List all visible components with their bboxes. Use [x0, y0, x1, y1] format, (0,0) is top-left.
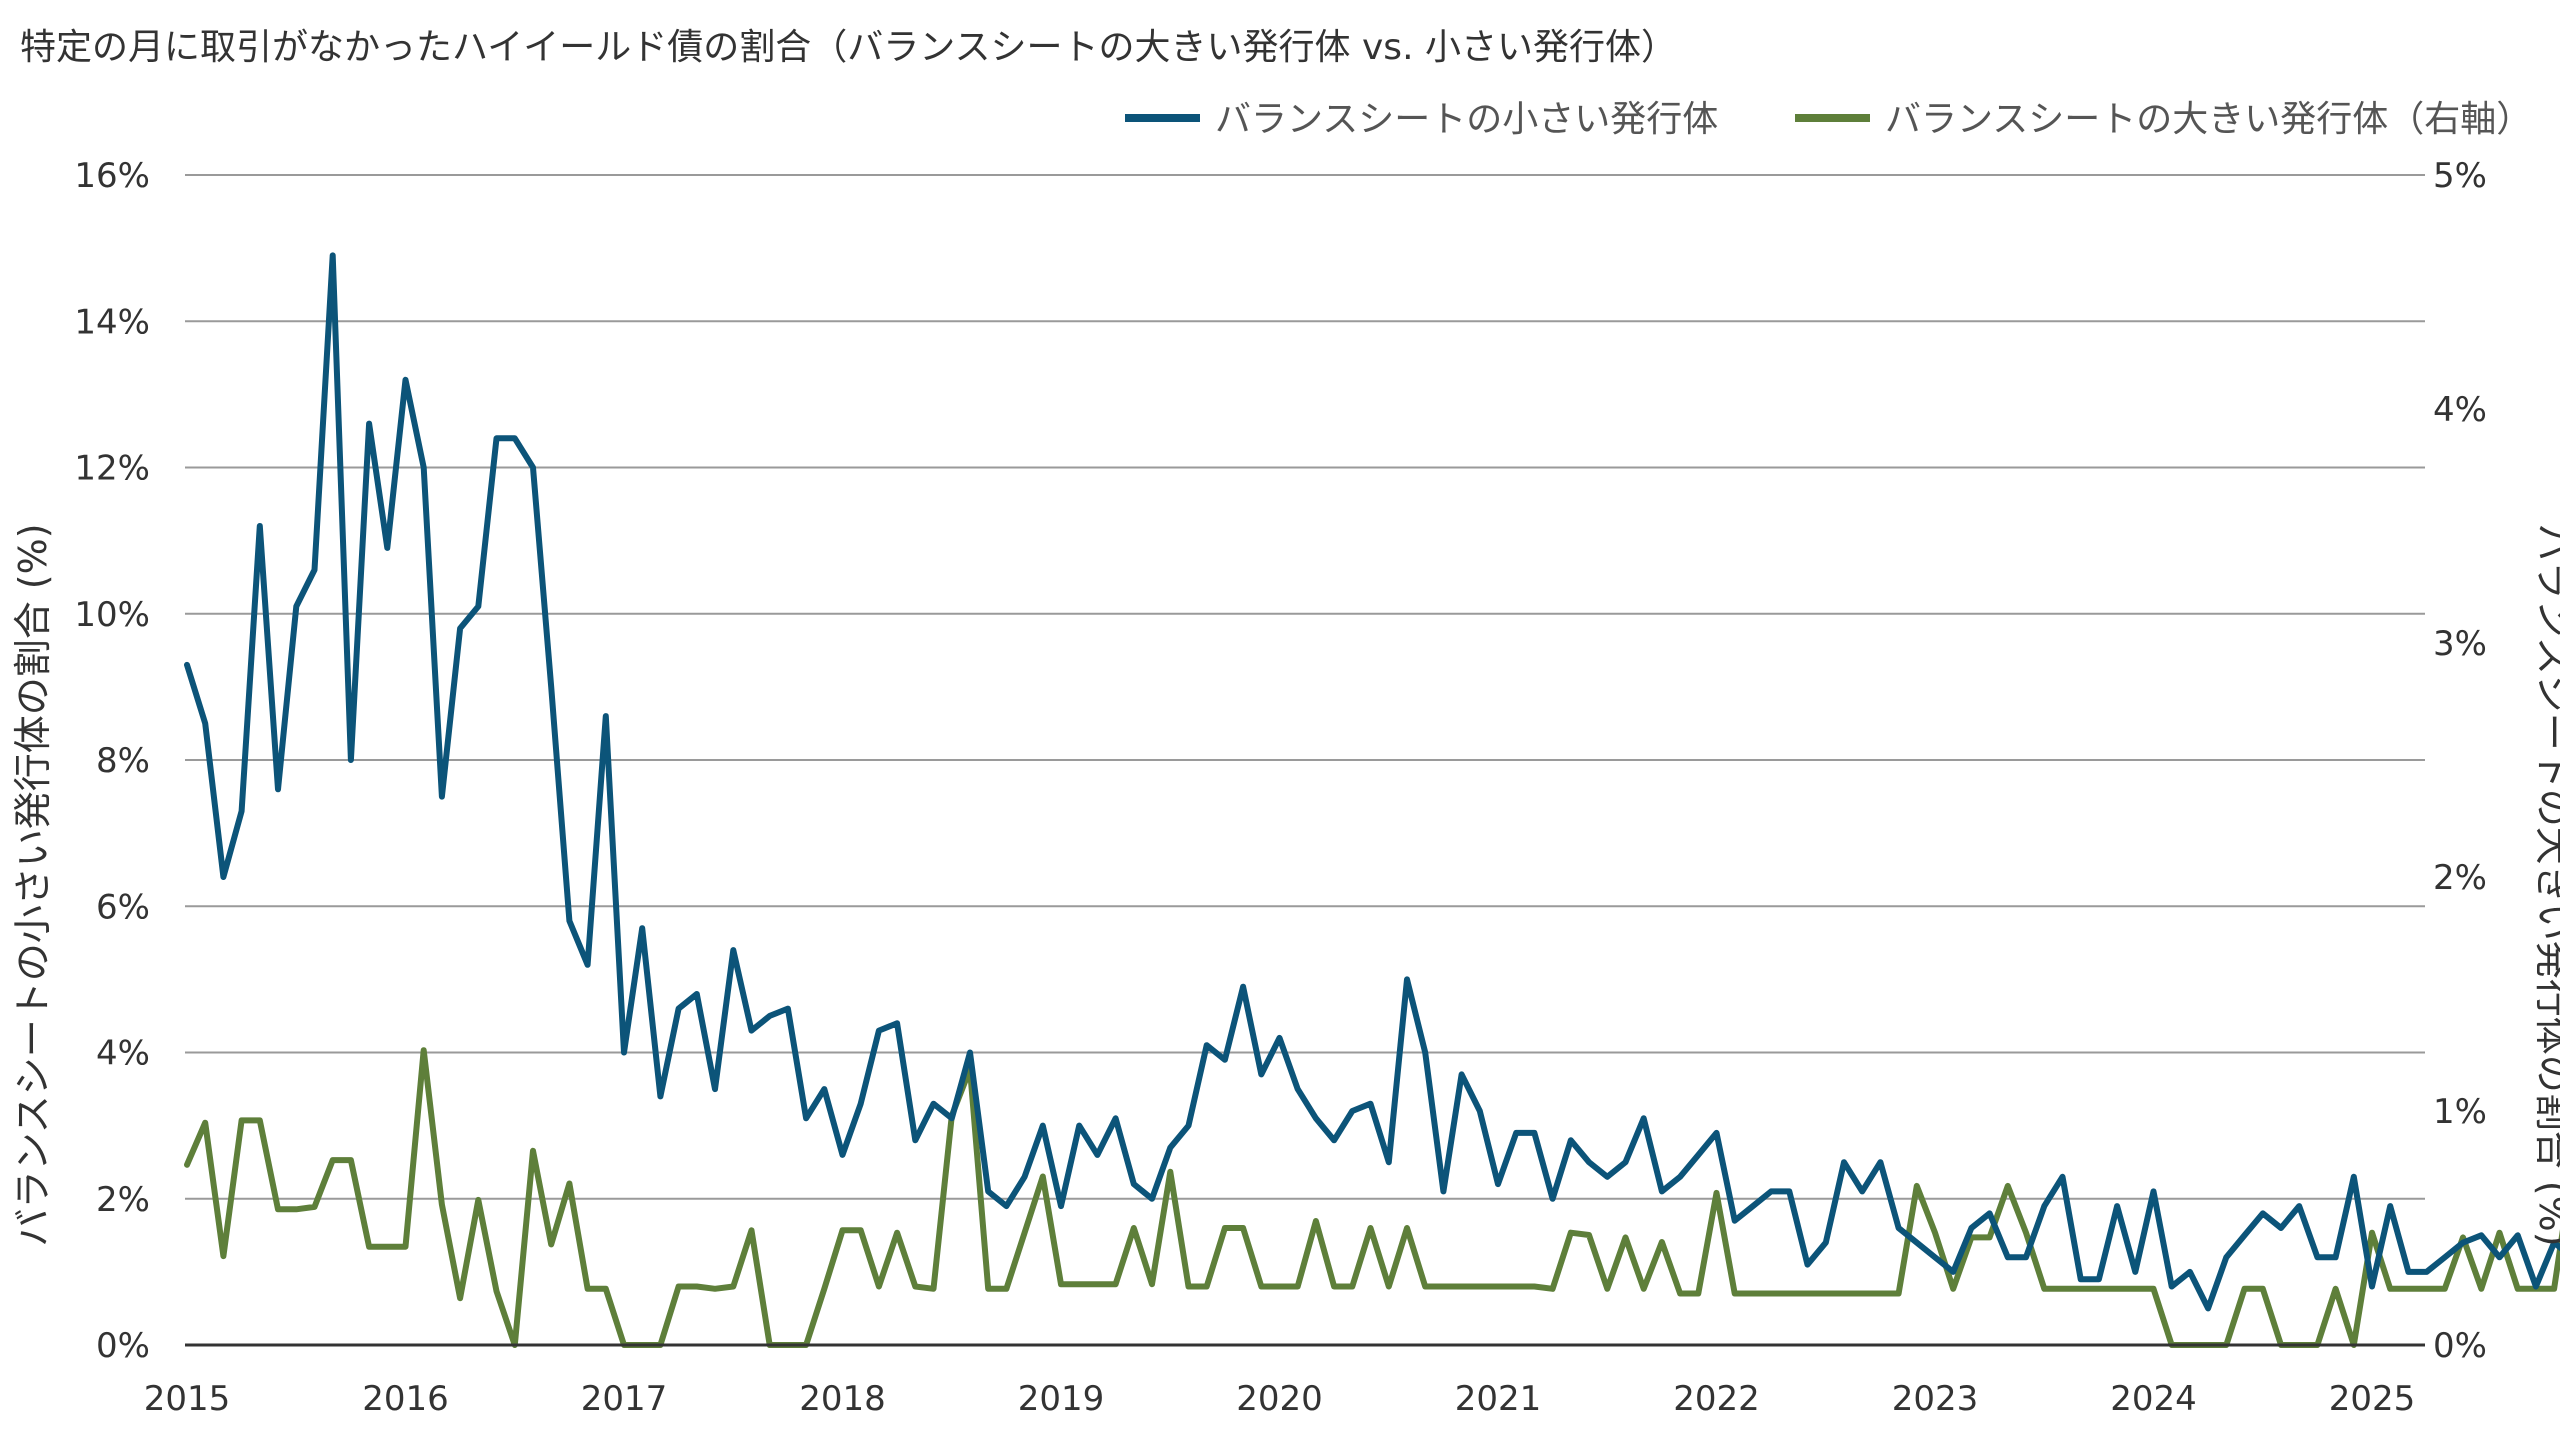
legend-label-small-issuers: バランスシートの小さい発行体: [1215, 99, 1718, 140]
right-tick-label: 1%: [2433, 1092, 2487, 1132]
left-tick-label: 12%: [74, 449, 150, 489]
left-tick-label: 6%: [96, 887, 150, 927]
chart-title: 特定の月に取引がなかったハイイールド債の割合（バランスシートの大きい発行体 vs…: [20, 27, 1677, 68]
x-tick-label: 2018: [799, 1379, 886, 1419]
left-tick-label: 8%: [96, 741, 150, 781]
x-tick-label: 2022: [1673, 1379, 1760, 1419]
left-axis-ticks: 0% 2% 4% 6% 8% 10% 12% 14% 16%: [74, 156, 150, 1366]
right-tick-label: 0%: [2433, 1326, 2487, 1366]
series-line-small-issuers: [184, 252, 2560, 1312]
right-tick-label: 3%: [2433, 624, 2487, 664]
left-tick-label: 0%: [96, 1326, 150, 1366]
right-tick-label: 5%: [2433, 156, 2487, 196]
x-tick-label: 2025: [2329, 1379, 2416, 1419]
x-tick-label: 2017: [581, 1379, 668, 1419]
x-axis-ticks: 2015 2016 2017 2018 2019 2020 2021 2022 2023 2024…: [144, 1379, 2416, 1419]
x-tick-label: 2023: [1892, 1379, 1979, 1419]
right-tick-label: 4%: [2433, 390, 2487, 430]
grid-lines: [185, 174, 2425, 1200]
left-tick-label: 16%: [74, 156, 150, 196]
left-tick-label: 4%: [96, 1034, 150, 1074]
right-tick-label: 2%: [2433, 858, 2487, 898]
x-tick-label: 2020: [1236, 1379, 1323, 1419]
x-tick-label: 2016: [362, 1379, 449, 1419]
right-axis-ticks: 0% 1% 2% 3% 4% 5%: [2433, 156, 2487, 1366]
right-axis-title: バランスシートの大きい発行体の割合 (%): [2531, 523, 2560, 1246]
left-tick-label: 14%: [74, 302, 150, 342]
series-line-large-issuers: [184, 1047, 2560, 1348]
left-axis-title: バランスシートの小さい発行体の割合 (%): [11, 523, 55, 1246]
legend: バランスシートの小さい発行体 バランスシートの大きい発行体（右軸）: [1125, 99, 2532, 140]
legend-label-large-issuers: バランスシートの大きい発行体（右軸）: [1885, 99, 2532, 140]
x-tick-label: 2019: [1018, 1379, 1105, 1419]
x-tick-label: 2015: [144, 1379, 231, 1419]
left-tick-label: 2%: [96, 1180, 150, 1220]
series-layer: [184, 252, 2560, 1348]
x-tick-label: 2021: [1455, 1379, 1542, 1419]
x-tick-label: 2024: [2110, 1379, 2197, 1419]
left-tick-label: 10%: [74, 595, 150, 635]
